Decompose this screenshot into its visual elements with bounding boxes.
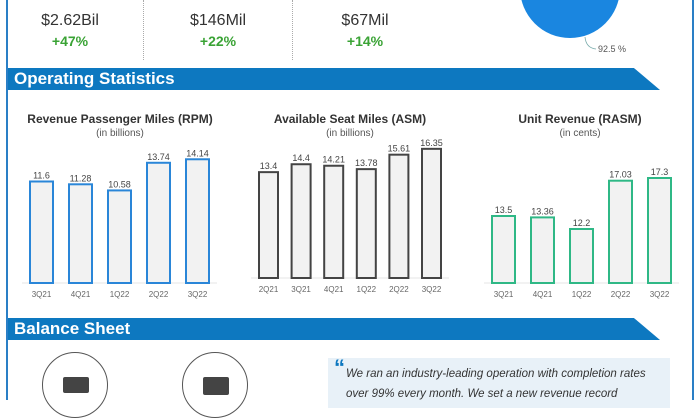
bar [569, 228, 594, 284]
cash-icon [42, 352, 108, 418]
stat-change: +14% [346, 33, 384, 49]
divider [292, 0, 293, 60]
x-tick-label: 4Q21 [71, 290, 91, 299]
stat-value: $2.62Bil [41, 12, 99, 29]
pie-label: 92.5 % [598, 44, 626, 54]
chart-subtitle: (in cents) [559, 128, 601, 139]
x-tick-label: 3Q22 [188, 290, 208, 299]
divider [143, 0, 144, 60]
bar [185, 158, 210, 284]
section-banner-operating: Operating Statistics [8, 68, 660, 90]
bar [608, 179, 633, 284]
x-tick-label: 3Q22 [422, 285, 442, 294]
data-label: 17.3 [651, 167, 669, 177]
bar [530, 216, 555, 284]
data-label: 11.28 [70, 173, 92, 183]
stat-change: +47% [51, 33, 89, 49]
bar [647, 177, 672, 284]
x-tick-label: 1Q22 [110, 290, 130, 299]
pie-slice [521, 0, 619, 38]
bar [146, 161, 171, 284]
quote-text: We ran an industry-leading operation wit… [346, 368, 646, 400]
stat-value: $146Mil [189, 12, 247, 29]
bar [355, 168, 377, 279]
data-label: 11.6 [33, 171, 50, 181]
x-tick-label: 1Q22 [357, 285, 377, 294]
pie-chart: 92.5 % [521, 0, 626, 54]
bar [258, 171, 279, 279]
chart-subtitle: (in billions) [326, 128, 374, 139]
x-tick-label: 3Q21 [494, 290, 514, 299]
data-label: 13.5 [495, 205, 513, 215]
bar [388, 153, 410, 279]
chart-title: Revenue Passenger Miles (RPM) [27, 112, 213, 126]
x-tick-label: 3Q21 [291, 285, 311, 294]
data-label: 14.21 [322, 155, 345, 165]
x-tick-label: 4Q21 [324, 285, 344, 294]
no-credit-card-icon [182, 352, 248, 418]
data-label: 14.14 [186, 148, 209, 158]
data-label: 16.35 [420, 138, 443, 148]
bar [290, 163, 312, 280]
x-tick-label: 4Q21 [533, 290, 553, 299]
bar [421, 147, 442, 279]
page-border-left [6, 0, 8, 400]
x-tick-label: 3Q21 [32, 290, 52, 299]
data-label: 13.4 [260, 161, 278, 171]
pie-leader-line [584, 36, 597, 50]
bar [107, 189, 132, 284]
section-banner-balance: Balance Sheet [8, 318, 660, 340]
bar [68, 183, 93, 284]
page-border-right [692, 0, 694, 400]
chart-title: Available Seat Miles (ASM) [273, 112, 427, 126]
x-tick-label: 1Q22 [572, 290, 592, 299]
bar [323, 164, 345, 279]
data-label: 14.4 [292, 153, 310, 163]
chart-subtitle: (in billions) [96, 128, 144, 139]
data-label: 10.58 [108, 179, 131, 189]
data-label: 15.61 [388, 144, 411, 154]
x-tick-label: 2Q21 [259, 285, 279, 294]
data-label: 13.74 [147, 152, 170, 162]
quote-box: “ We ran an industry-leading operation w… [328, 355, 670, 408]
data-label: 17.03 [609, 170, 632, 180]
data-label: 12.2 [573, 218, 591, 228]
x-tick-label: 2Q22 [389, 285, 409, 294]
data-label: 13.36 [531, 206, 554, 216]
quote-mark-icon: “ [334, 355, 345, 380]
x-tick-label: 2Q22 [149, 290, 169, 299]
bar [491, 215, 516, 284]
stat-value: $67Mil [341, 12, 389, 29]
bar-charts: 11.6 3Q21 11.28 4Q21 10.58 1Q22 13.74 2Q22 14.14… [22, 138, 679, 299]
data-label: 13.78 [355, 158, 378, 168]
bar [29, 180, 54, 284]
stat-change: +22% [199, 33, 237, 49]
x-tick-label: 2Q22 [611, 290, 631, 299]
chart-title: Unit Revenue (RASM) [518, 112, 642, 126]
x-tick-label: 3Q22 [650, 290, 670, 299]
